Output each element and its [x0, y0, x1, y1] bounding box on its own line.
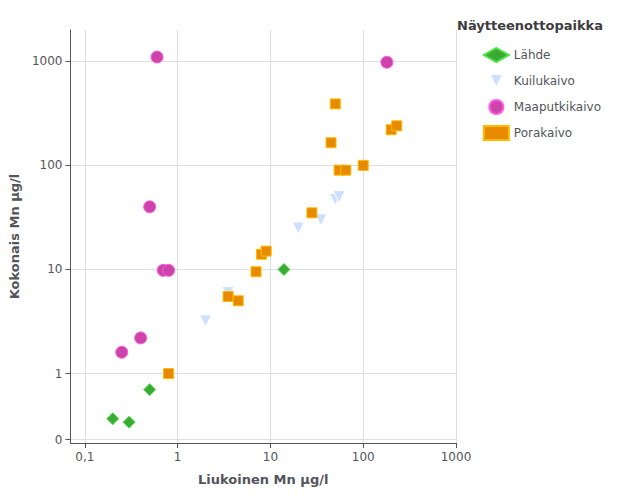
svg-text:1: 1	[55, 367, 63, 381]
svg-text:Lähde: Lähde	[514, 48, 551, 62]
svg-text:0,1: 0,1	[75, 450, 94, 464]
svg-text:10: 10	[263, 450, 278, 464]
svg-text:1000: 1000	[441, 450, 472, 464]
svg-text:1: 1	[174, 450, 182, 464]
svg-text:Maaputkikaivo: Maaputkikaivo	[514, 100, 601, 114]
svg-text:100: 100	[352, 450, 375, 464]
svg-text:Kuilukaivo: Kuilukaivo	[514, 74, 575, 88]
svg-text:Näytteenottopaikka: Näytteenottopaikka	[457, 18, 603, 33]
svg-text:0: 0	[55, 433, 63, 447]
svg-text:10: 10	[47, 262, 62, 276]
svg-text:100: 100	[40, 158, 63, 172]
svg-text:Kokonais Mn μg/l: Kokonais Mn μg/l	[7, 174, 22, 300]
svg-text:Porakaivo: Porakaivo	[514, 126, 572, 140]
svg-text:Liukoinen Mn μg/l: Liukoinen Mn μg/l	[198, 472, 328, 487]
svg-text:1000: 1000	[32, 54, 63, 68]
